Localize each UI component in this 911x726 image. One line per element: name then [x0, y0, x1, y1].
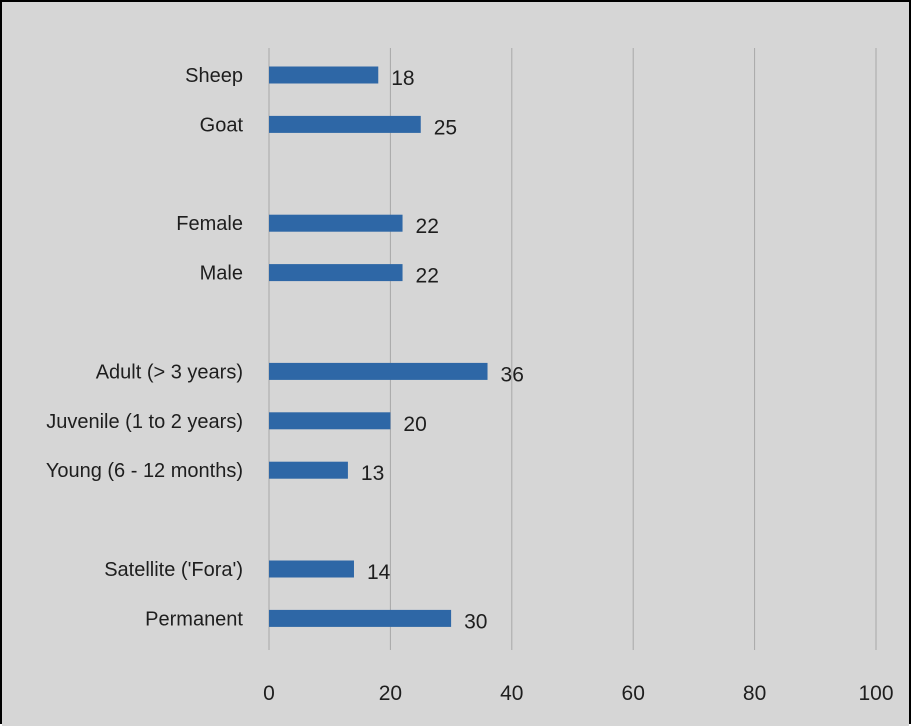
data-label: 22: [416, 215, 439, 238]
x-tick-label: 100: [858, 682, 893, 705]
bar: [269, 560, 354, 578]
x-tick-label: 80: [743, 682, 766, 705]
category-label: Sheep: [185, 65, 243, 87]
bar: [269, 609, 452, 627]
x-tick-label: 60: [622, 682, 645, 705]
data-labels: 18 25 22 22 36 20 13 14 30: [361, 67, 524, 633]
category-label: Male: [200, 263, 243, 285]
gridlines: [268, 48, 877, 650]
data-label: 22: [416, 265, 439, 288]
bar: [269, 115, 421, 133]
data-label: 20: [403, 413, 426, 436]
category-label: Permanent: [145, 608, 243, 630]
category-label: Young (6 - 12 months): [46, 460, 243, 482]
category-label: Female: [176, 213, 243, 235]
bar: [269, 412, 391, 430]
category-label: Goat: [200, 114, 244, 136]
data-label: 25: [434, 116, 457, 139]
x-tick-label: 20: [379, 682, 402, 705]
category-labels: Sheep Goat Female Male Adult (> 3 years) Juve…: [46, 65, 244, 630]
bar: [269, 461, 348, 479]
bar: [269, 362, 488, 380]
x-axis-ticks: 0 20 40 60 80 100: [263, 682, 893, 705]
x-tick-label: 40: [500, 682, 523, 705]
bars: [269, 66, 488, 627]
bar: [269, 264, 403, 282]
x-tick-label: 0: [263, 682, 275, 705]
category-label: Juvenile (1 to 2 years): [46, 411, 243, 433]
bar: [269, 214, 403, 232]
category-label: Adult (> 3 years): [96, 361, 243, 383]
data-label: 14: [367, 561, 391, 584]
data-label: 18: [391, 67, 414, 90]
data-label: 13: [361, 462, 384, 485]
data-label: 36: [501, 363, 524, 386]
data-label: 30: [464, 610, 487, 633]
bar: [269, 66, 379, 84]
category-label: Satellite ('Fora'): [104, 559, 243, 581]
